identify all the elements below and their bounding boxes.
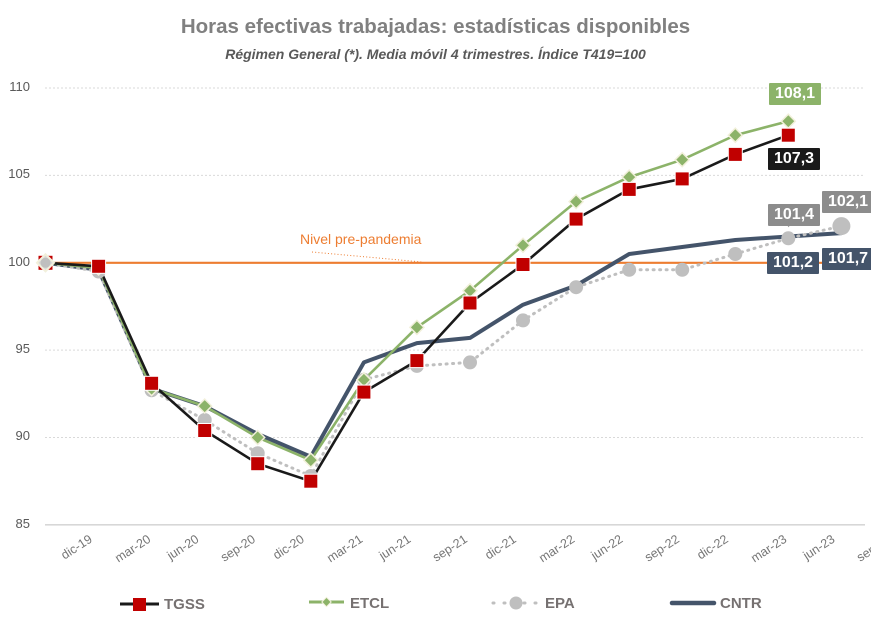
svg-text:TGSS: TGSS xyxy=(164,596,205,613)
svg-text:ETCL: ETCL xyxy=(350,595,389,612)
svg-text:CNTR: CNTR xyxy=(720,595,762,612)
svg-text:EPA: EPA xyxy=(545,595,575,612)
